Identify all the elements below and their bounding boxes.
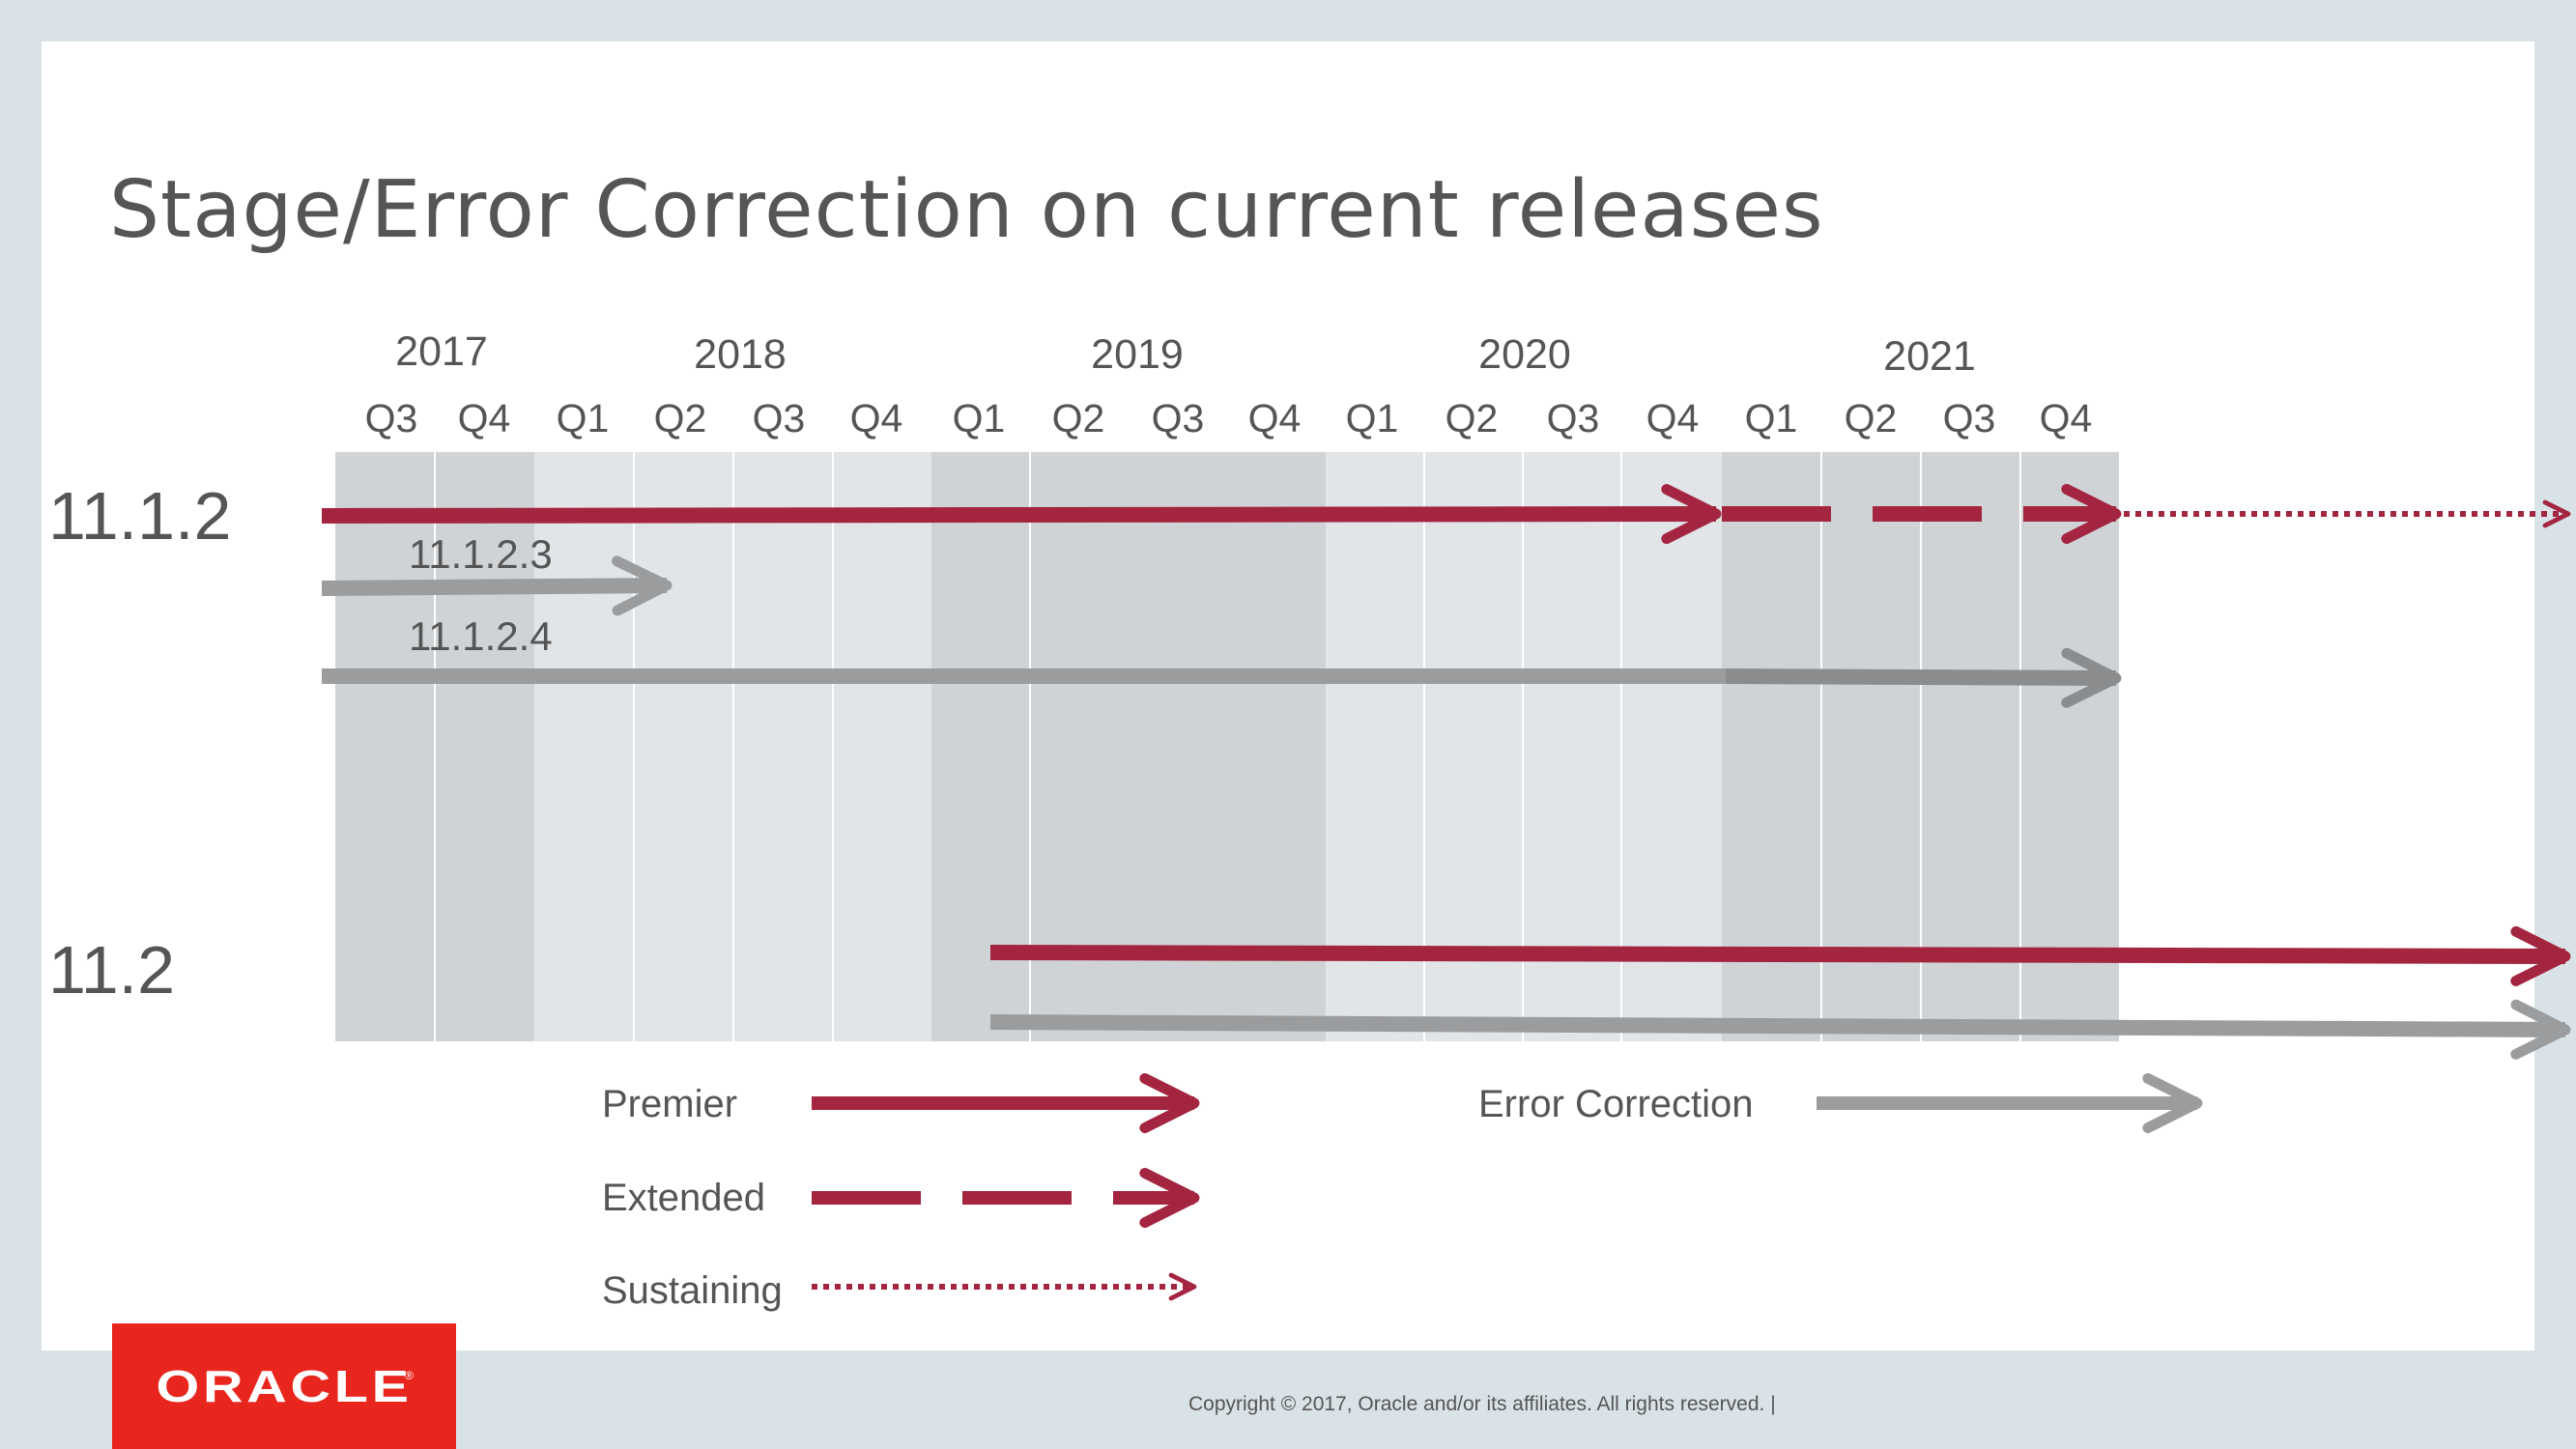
quarter-label: Q4: [1248, 396, 1302, 440]
quarter-band: [931, 452, 1030, 1041]
version-label-11-1-2-4: 11.1.2.4: [409, 613, 553, 659]
quarter-label: Q4: [1646, 396, 1700, 440]
year-label: 2017: [395, 328, 488, 375]
error-correction-track-11-1-2-3: [321, 555, 673, 616]
quarter-label: Q2: [1052, 396, 1105, 440]
quarter-label: Q1: [1745, 396, 1798, 440]
year-label: 2020: [1478, 331, 1571, 378]
quarter-band: [1129, 452, 1227, 1041]
quarter-band: [1523, 452, 1621, 1041]
quarter-band: [2020, 452, 2119, 1041]
quarter-label: Q1: [953, 396, 1006, 440]
premier-track-11-2: [989, 925, 2571, 986]
error-correction-track-11-1-2-4-late: [1725, 647, 2122, 708]
quarter-label: Q2: [654, 396, 707, 440]
legend-label-error-correction: Error Correction: [1478, 1083, 1754, 1125]
year-label: 2019: [1091, 331, 1184, 378]
quarter-label: Q3: [1547, 396, 1600, 440]
quarter-band: [1821, 452, 1921, 1041]
quarter-label: Q4: [2040, 396, 2093, 440]
quarter-label: Q4: [458, 396, 511, 440]
quarter-label: Q1: [557, 396, 610, 440]
quarter-label: Q4: [850, 396, 903, 440]
quarter-band: [534, 452, 634, 1041]
page-title: Stage/Error Correction on current releas…: [109, 164, 1824, 256]
quarter-label: Q3: [1943, 396, 1996, 440]
error-correction-track-11-2: [989, 999, 2571, 1060]
quarter-dividers: [434, 452, 2021, 1041]
logo-text: ORACLE: [156, 1361, 413, 1411]
quarter-band: [435, 452, 534, 1041]
year-label: 2018: [694, 331, 787, 378]
quarter-label: Q3: [1152, 396, 1205, 440]
registered-mark: ®: [405, 1369, 414, 1382]
quarter-band: [634, 452, 733, 1041]
quarter-label: Q3: [365, 396, 418, 440]
quarter-label: Q2: [1845, 396, 1898, 440]
quarter-band: [1921, 452, 2020, 1041]
quarter-band: [1722, 452, 1821, 1041]
legend-label-extended: Extended: [602, 1177, 765, 1219]
quarter-bands: [335, 452, 2119, 1041]
version-label-11-1-2-3: 11.1.2.3: [409, 531, 553, 577]
quarter-label: Q2: [1445, 396, 1499, 440]
quarter-band: [1227, 452, 1326, 1041]
quarter-band: [1030, 452, 1129, 1041]
oracle-logo: ORACLE ®: [112, 1323, 456, 1449]
year-label: 2021: [1883, 333, 1976, 380]
quarter-label: Q3: [753, 396, 806, 440]
quarter-label: Q1: [1346, 396, 1399, 440]
release-label-11-2: 11.2: [48, 932, 175, 1008]
release-label-11-1-2: 11.1.2: [48, 478, 231, 554]
quarter-band: [1424, 452, 1523, 1041]
quarter-band: [1326, 452, 1424, 1041]
premier-track-11-1-2: [321, 484, 1722, 545]
copyright-notice: Copyright © 2017, Oracle and/or its affi…: [1188, 1393, 1776, 1415]
quarter-band: [733, 452, 833, 1041]
legend-label-premier: Premier: [602, 1083, 737, 1125]
quarter-band: [335, 452, 435, 1041]
legend-label-sustaining: Sustaining: [602, 1269, 783, 1312]
quarter-band: [833, 452, 931, 1041]
quarter-band: [1621, 452, 1722, 1041]
legend: Premier Extended Sustaining Error Correc…: [602, 1072, 2203, 1312]
